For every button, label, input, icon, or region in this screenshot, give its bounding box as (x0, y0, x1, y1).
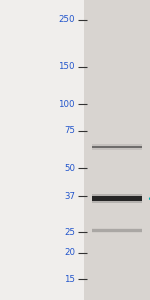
Bar (92, 194, 142, 203)
Bar (92, 228, 142, 233)
Bar (84, 0, 150, 300)
Text: 15: 15 (64, 275, 75, 284)
Text: 75: 75 (64, 126, 75, 135)
Bar (92, 146, 142, 148)
Bar (92, 196, 142, 201)
Text: 20: 20 (64, 248, 75, 257)
Text: 25: 25 (64, 228, 75, 237)
Text: 250: 250 (58, 15, 75, 24)
Text: 100: 100 (58, 100, 75, 109)
Bar (92, 145, 142, 150)
Text: 50: 50 (64, 164, 75, 173)
Text: 37: 37 (64, 192, 75, 201)
Text: 150: 150 (58, 62, 75, 71)
Bar (92, 230, 142, 232)
